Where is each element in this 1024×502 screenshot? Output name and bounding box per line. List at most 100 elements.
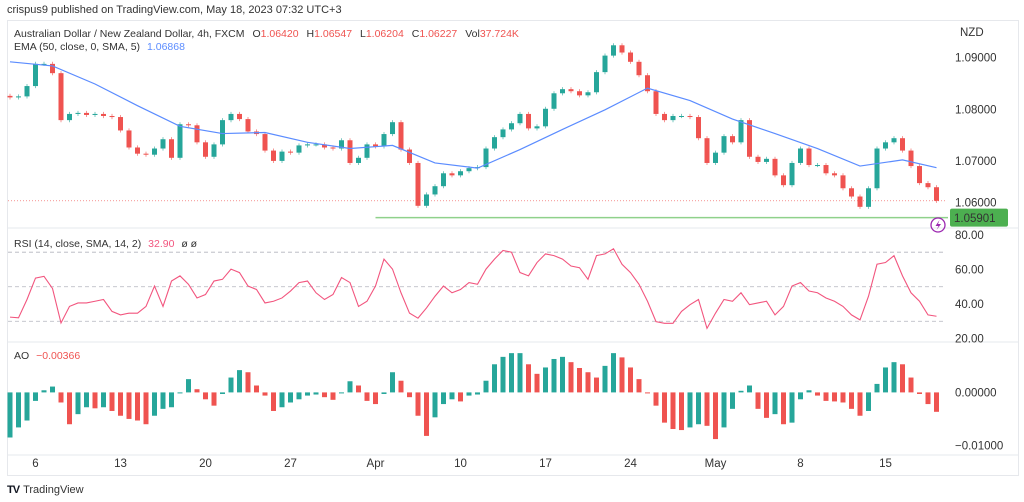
candle-body [135,147,140,154]
ao-legend[interactable]: AO −0.00366 [14,350,80,362]
candle [75,110,81,116]
ao-bar [118,392,123,416]
ao-bar [534,373,540,393]
candle [58,71,64,123]
candle-body [441,173,446,187]
candle [917,164,922,186]
ao-bar [305,392,310,396]
time-tick-label: 6 [32,458,38,470]
candle-body [381,134,387,147]
tradingview-brand[interactable]: TV TradingView [7,484,84,496]
rsi-legend[interactable]: RSI (14, close, SMA, 14, 2) 32.90 ø ø [14,238,198,250]
ao-tick-label: −0.01000 [955,440,1003,452]
candle-body [211,144,217,157]
ao-bar [24,392,30,421]
candle-body [466,168,472,172]
ao-bar [143,392,149,425]
main-legend[interactable]: Australian Dollar / New Zealand Dollar, … [14,28,519,40]
ao-bar [16,392,21,428]
candle-body [186,124,191,126]
ao-bar [211,392,217,406]
ao-bar [475,392,480,395]
chart-frame [7,20,1019,476]
time-tick-label: 13 [114,458,127,470]
alert-icon[interactable] [930,217,946,233]
candle [356,155,361,166]
candle-body [194,125,200,143]
ao-bar [135,392,140,421]
candle-body [619,45,625,53]
candle-body [313,144,319,146]
candle-body [152,148,157,155]
candle-body [483,148,489,168]
candle [789,160,795,188]
ao-bar [857,392,863,416]
candle-body [398,122,404,150]
candle-body [509,123,514,130]
ao-bar [747,385,752,393]
ao-bar [934,392,939,412]
candle [602,53,608,75]
candle [194,123,200,145]
ema-legend[interactable]: EMA (50, close, 0, SMA, 5) 1.06868 [14,41,185,53]
candle [611,43,616,58]
candle [900,136,905,153]
candle [220,118,225,147]
ao-tick-label: 0.00000 [955,387,997,399]
candle [721,134,727,155]
candle-body [237,113,242,120]
ao-bar [764,392,769,418]
ao-bar [381,392,387,394]
candle [262,132,268,153]
ao-bar [517,353,523,393]
ao-bar [356,385,361,393]
candle-body [220,120,225,145]
candle-body [415,162,421,206]
symbol-label: Australian Dollar / New Zealand Dollar, … [14,28,245,40]
ema-value: 1.06868 [147,41,185,53]
candle-body [764,158,769,162]
ao-bar [755,392,761,409]
candle [483,146,489,170]
candle-body [815,165,820,167]
ao-bar [653,392,659,406]
candle [143,151,149,157]
candle-body [891,138,897,143]
candle-body [738,120,744,143]
ao-bar [628,367,633,393]
close-value: 1.06227 [419,28,457,40]
ao-bar [823,392,829,401]
candle [211,142,217,159]
ao-bar [602,365,608,393]
candle [390,120,395,137]
candle [628,50,633,64]
candle [424,192,429,208]
candle-body [721,136,727,153]
ao-bar [619,357,625,393]
candle-body [781,175,786,186]
candle-body [560,89,565,94]
ao-bar [806,390,812,393]
candle-body [934,187,939,201]
ao-bar [585,372,591,393]
ao-bar [738,390,744,393]
ao-bar [415,392,421,416]
candle-body [449,173,455,176]
candle-body [517,113,523,124]
candle-body [169,139,174,158]
ao-bar [730,392,735,409]
ao-bar [908,377,914,393]
candle-body [594,72,599,93]
candle-body [67,113,72,121]
candle [815,162,820,168]
time-tick-label: 17 [539,458,552,470]
ao-bar [33,392,38,401]
candle [432,184,438,197]
candle [517,111,523,126]
ao-bar [330,392,336,400]
volume-value: 37.724K [480,28,519,40]
candle [679,113,684,119]
candle [33,61,38,89]
ao-bar [781,392,786,425]
